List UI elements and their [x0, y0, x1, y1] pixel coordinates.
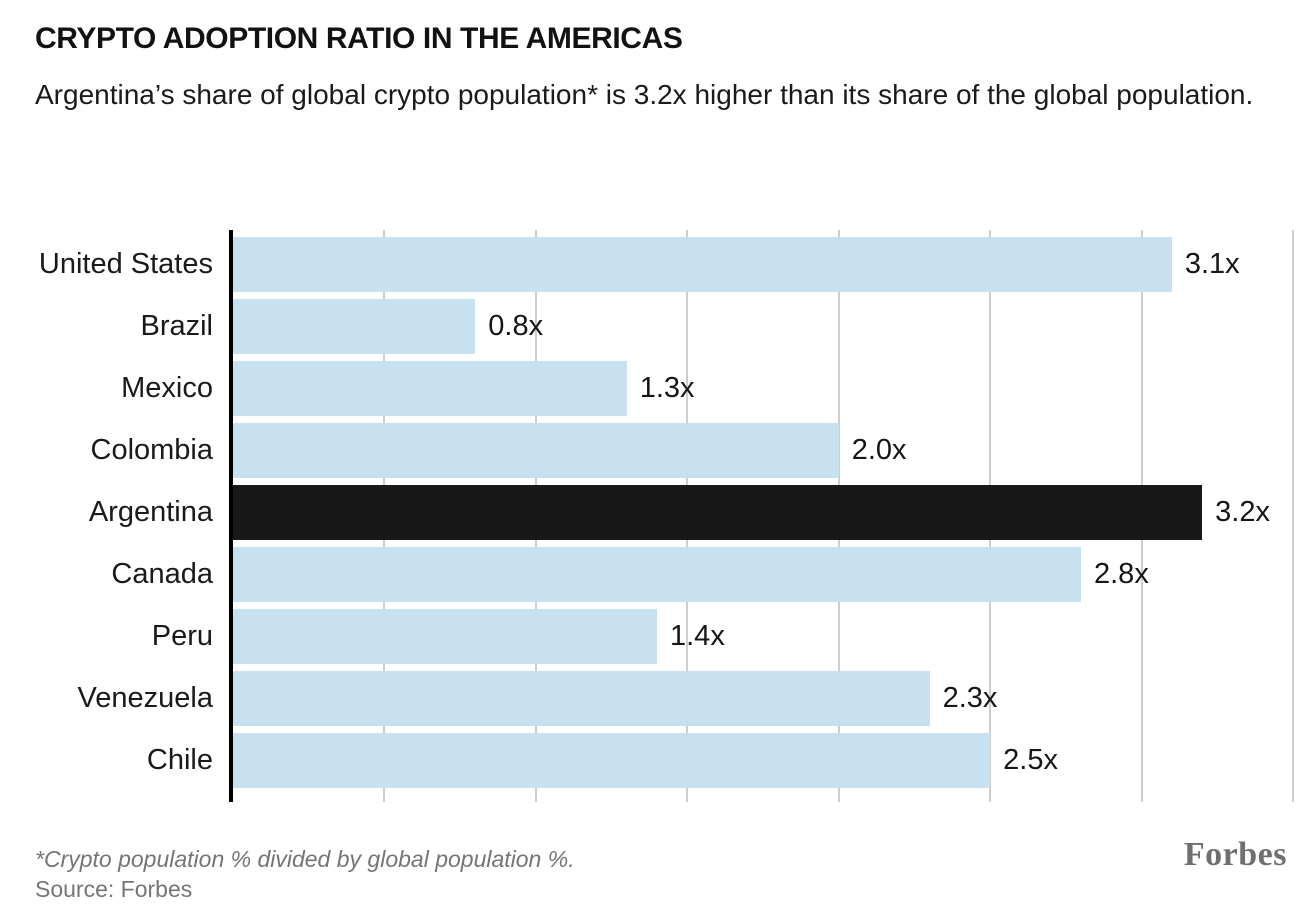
bar-track: 1.3x	[233, 361, 1293, 416]
value-label: 2.3x	[942, 682, 998, 714]
value-label: 3.1x	[1184, 248, 1240, 280]
bar-track: 0.8x	[233, 299, 1293, 354]
bar-row: Chile 2.5x	[0, 733, 1309, 795]
bar-row: Colombia 2.0x	[0, 423, 1309, 485]
category-label: Argentina	[88, 496, 213, 528]
category-label: Venezuela	[77, 682, 213, 714]
chart-subtitle: Argentina’s share of global crypto popul…	[35, 79, 1254, 110]
bar-row: Mexico 1.3x	[0, 361, 1309, 423]
value-label: 2.0x	[851, 434, 907, 466]
category-label: United States	[38, 248, 213, 280]
value-label: 0.8x	[488, 310, 544, 342]
source-credit: Source: Forbes	[35, 876, 193, 902]
forbes-logo: Forbes	[1183, 836, 1287, 873]
bar-rows: United States 3.1x Brazil 0.8x Mexico 1.3x Col…	[0, 237, 1309, 795]
bar-track: 3.2x	[233, 485, 1293, 540]
bar	[233, 609, 657, 664]
category-label: Peru	[151, 620, 213, 652]
bar-track: 2.0x	[233, 423, 1293, 478]
chart-footnote: *Crypto population % divided by global p…	[35, 846, 575, 872]
bar-row: Venezuela 2.3x	[0, 671, 1309, 733]
gridline	[1292, 230, 1294, 802]
bar	[233, 361, 627, 416]
bar-track: 3.1x	[233, 237, 1293, 292]
bar-row: Brazil 0.8x	[0, 299, 1309, 361]
value-label: 1.3x	[639, 372, 695, 404]
bar	[233, 733, 991, 788]
category-label: Colombia	[90, 434, 214, 466]
value-label: 2.8x	[1094, 558, 1149, 590]
bar	[233, 671, 930, 726]
bar-track: 2.8x	[233, 547, 1293, 602]
bar	[233, 299, 476, 354]
bar-row: Canada 2.8x	[0, 547, 1309, 609]
bar	[233, 237, 1172, 292]
bar-row: Peru 1.4x	[0, 609, 1309, 671]
category-label: Brazil	[140, 310, 213, 342]
bar-chart: United States 3.1x Brazil 0.8x Mexico 1.3x Col…	[0, 230, 1309, 802]
chart-title: CRYPTO ADOPTION RATIO IN THE AMERICAS	[35, 22, 683, 55]
value-label: 2.5x	[1003, 744, 1058, 776]
category-label: Canada	[111, 558, 213, 590]
bar-row: United States 3.1x	[0, 237, 1309, 299]
bar	[233, 423, 839, 478]
bar-highlighted	[233, 485, 1203, 540]
category-label: Chile	[146, 744, 213, 776]
bar-track: 1.4x	[233, 609, 1293, 664]
value-label: 3.2x	[1215, 496, 1270, 528]
bar-track: 2.5x	[233, 733, 1293, 788]
category-label: Mexico	[121, 372, 213, 404]
bar-row: Argentina 3.2x	[0, 485, 1309, 547]
y-axis-line	[229, 230, 233, 802]
bar	[233, 547, 1081, 602]
bar-track: 2.3x	[233, 671, 1293, 726]
value-label: 1.4x	[670, 620, 725, 652]
